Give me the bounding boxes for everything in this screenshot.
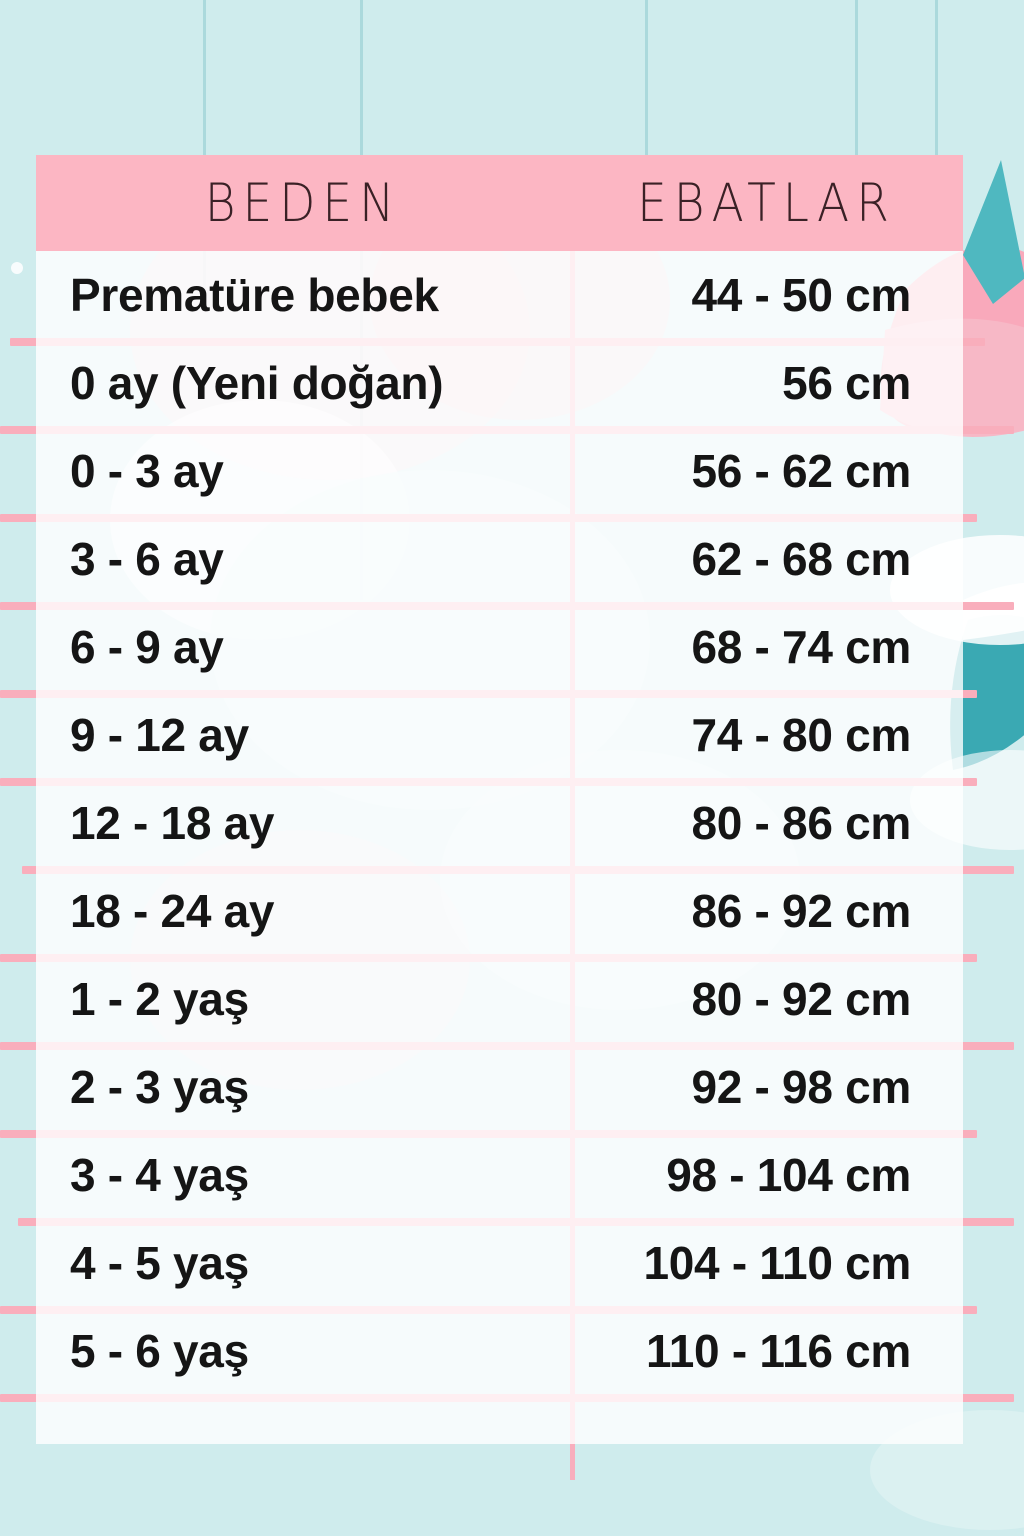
cell-size: 6 - 9 ay [70, 621, 224, 673]
size-table: BEDEN EBATLAR Prematüre bebek 44 - 50 cm 0… [36, 155, 963, 1444]
cell-measurement: 62 - 68 cm [691, 533, 912, 585]
cell-size: 1 - 2 yaş [70, 973, 249, 1025]
cell-size: 3 - 6 ay [70, 533, 224, 585]
cell-measurement: 86 - 92 cm [691, 885, 912, 937]
column-header-ebatlar: EBATLAR [637, 172, 896, 234]
cell-measurement: 92 - 98 cm [691, 1061, 912, 1113]
table-row: 5 - 6 yaş 110 - 116 cm [36, 1307, 963, 1395]
table-row: 12 - 18 ay 80 - 86 cm [36, 779, 963, 867]
cell-size: 9 - 12 ay [70, 709, 249, 761]
table-row: 2 - 3 yaş 92 - 98 cm [36, 1043, 963, 1131]
cell-measurement: 98 - 104 cm [666, 1149, 911, 1201]
table-rows: Prematüre bebek 44 - 50 cm 0 ay (Yeni doğa… [36, 251, 963, 1483]
table-row: Prematüre bebek 44 - 50 cm [36, 251, 963, 339]
cell-measurement: 56 - 62 cm [691, 445, 912, 497]
cell-measurement: 44 - 50 cm [691, 269, 912, 321]
table-row: 3 - 4 yaş 98 - 104 cm [36, 1131, 963, 1219]
cell-measurement: 110 - 116 cm [646, 1325, 911, 1377]
cell-measurement: 104 - 110 cm [643, 1237, 911, 1289]
cell-size: 0 - 3 ay [70, 445, 224, 497]
table-row: 6 - 9 ay 68 - 74 cm [36, 603, 963, 691]
cell-measurement: 56 cm [782, 357, 911, 409]
background-vertical-line [645, 0, 648, 160]
cell-size: 12 - 18 ay [70, 797, 275, 849]
cell-size: 5 - 6 yaş [70, 1325, 249, 1377]
table-row [36, 1395, 963, 1483]
cell-measurement: 80 - 86 cm [691, 797, 912, 849]
table-row: 18 - 24 ay 86 - 92 cm [36, 867, 963, 955]
cell-measurement: 80 - 92 cm [691, 973, 912, 1025]
background-vertical-line [935, 0, 938, 160]
table-body-background [36, 251, 963, 1444]
cell-measurement: 74 - 80 cm [691, 709, 912, 761]
table-row: 0 ay (Yeni doğan) 56 cm [36, 339, 963, 427]
table-row: 3 - 6 ay 62 - 68 cm [36, 515, 963, 603]
table-row: 9 - 12 ay 74 - 80 cm [36, 691, 963, 779]
cell-size: 0 ay (Yeni doğan) [70, 357, 444, 409]
cell-size: Prematüre bebek [70, 269, 439, 321]
table-header-row: BEDEN EBATLAR [36, 155, 963, 251]
column-header-beden: BEDEN [204, 172, 402, 234]
cell-size: 18 - 24 ay [70, 885, 275, 937]
table-row: 0 - 3 ay 56 - 62 cm [36, 427, 963, 515]
table-row: 1 - 2 yaş 80 - 92 cm [36, 955, 963, 1043]
table-row: 4 - 5 yaş 104 - 110 cm [36, 1219, 963, 1307]
cell-size: 3 - 4 yaş [70, 1149, 249, 1201]
cell-size: 4 - 5 yaş [70, 1237, 249, 1289]
background-vertical-line [855, 0, 858, 160]
cell-size: 2 - 3 yaş [70, 1061, 249, 1113]
cell-measurement: 68 - 74 cm [691, 621, 912, 673]
